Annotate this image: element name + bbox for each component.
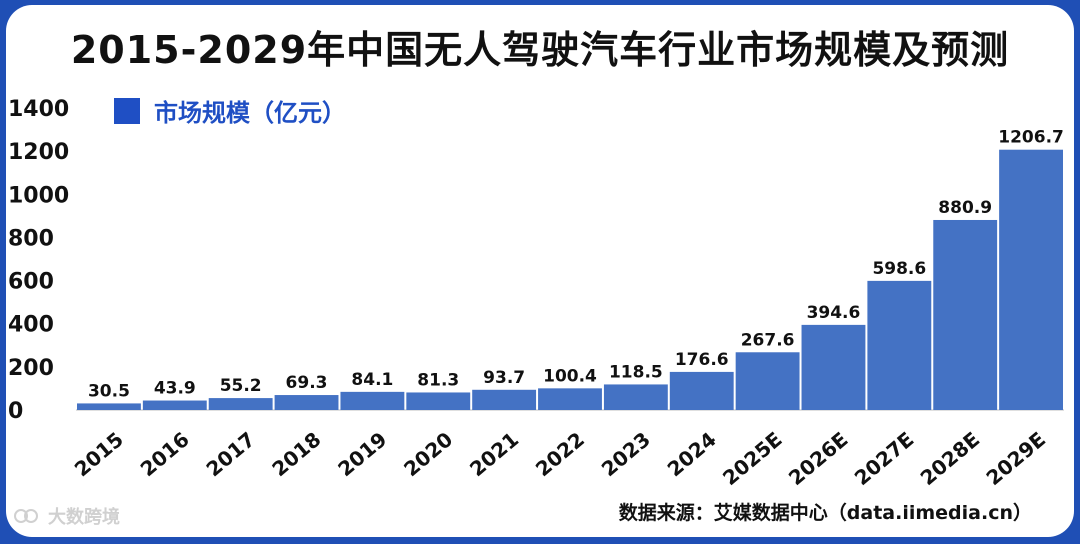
- y-tick-label: 1200: [8, 140, 69, 165]
- watermark: 大数跨境: [14, 503, 120, 529]
- chart-title: 2015-2029年中国无人驾驶汽车行业市场规模及预测: [70, 28, 1010, 72]
- y-tick-label: 800: [8, 226, 54, 251]
- x-tick-label: 2026E: [784, 427, 853, 490]
- x-tick-label: 2028E: [916, 427, 985, 490]
- x-tick-label: 2022: [531, 427, 589, 481]
- y-tick-label: 1400: [8, 97, 69, 122]
- x-tick-label: 2020: [399, 427, 457, 481]
- data-label: 30.5: [88, 381, 130, 401]
- bar: [735, 352, 800, 410]
- y-tick-label: 0: [8, 399, 23, 424]
- watermark-logo-icon: [14, 509, 38, 523]
- data-label: 880.9: [938, 198, 992, 218]
- legend-label: 市场规模（亿元）: [154, 99, 346, 127]
- x-tick-label: 2019: [333, 427, 391, 481]
- legend-swatch: [114, 97, 140, 124]
- watermark-text: 大数跨境: [48, 507, 120, 528]
- x-tick-label: 2023: [597, 427, 655, 481]
- bar: [669, 371, 734, 410]
- data-label: 100.4: [543, 366, 597, 386]
- x-tick-label: 2016: [136, 427, 194, 481]
- data-label: 1206.7: [998, 128, 1064, 148]
- bar: [999, 149, 1063, 410]
- data-label: 84.1: [351, 370, 393, 390]
- bar: [142, 400, 207, 410]
- bar: [274, 395, 339, 410]
- x-tick-label: 2029E: [982, 427, 1051, 490]
- bar: [801, 324, 866, 410]
- data-label: 176.6: [675, 350, 729, 370]
- data-label: 598.6: [872, 259, 926, 279]
- y-tick-label: 600: [8, 270, 54, 295]
- bar: [77, 403, 141, 410]
- legend: 市场规模（亿元）: [114, 93, 346, 128]
- bar: [472, 389, 537, 410]
- data-label: 69.3: [286, 373, 328, 393]
- y-tick-label: 200: [8, 356, 54, 381]
- x-tick-label: 2025E: [718, 427, 787, 490]
- bar: [406, 392, 471, 410]
- data-label: 55.2: [220, 376, 262, 396]
- bar: [933, 219, 998, 410]
- data-label: 93.7: [483, 368, 525, 388]
- x-tick-label: 2027E: [850, 427, 919, 490]
- y-tick-label: 400: [8, 313, 54, 338]
- chart-frame: 2015-2029年中国无人驾驶汽车行业市场规模及预测 市场规模（亿元） 0 20…: [6, 5, 1074, 537]
- data-source: 数据来源：艾媒数据中心（data.iimedia.cn）: [618, 502, 1032, 524]
- bar: [208, 398, 273, 410]
- bar: [538, 388, 602, 410]
- y-tick-label: 1000: [8, 183, 69, 208]
- data-label: 267.6: [741, 330, 795, 350]
- x-tick-label: 2021: [465, 427, 523, 481]
- data-label: 118.5: [609, 362, 663, 382]
- data-label: 394.6: [807, 303, 861, 323]
- data-label: 81.3: [417, 370, 459, 390]
- x-tick-label: 2015: [70, 427, 128, 481]
- x-tick-label: 2017: [202, 427, 260, 481]
- bar: [867, 280, 932, 410]
- x-tick-label: 2018: [267, 427, 325, 481]
- bar: [340, 391, 405, 410]
- bar: [603, 384, 668, 410]
- bar-chart: 0 200 400 600 800 1000 1200 1400 30.5 2015 43.9 201…: [8, 97, 1064, 490]
- data-label: 43.9: [154, 379, 196, 399]
- x-tick-label: 2024: [663, 427, 721, 481]
